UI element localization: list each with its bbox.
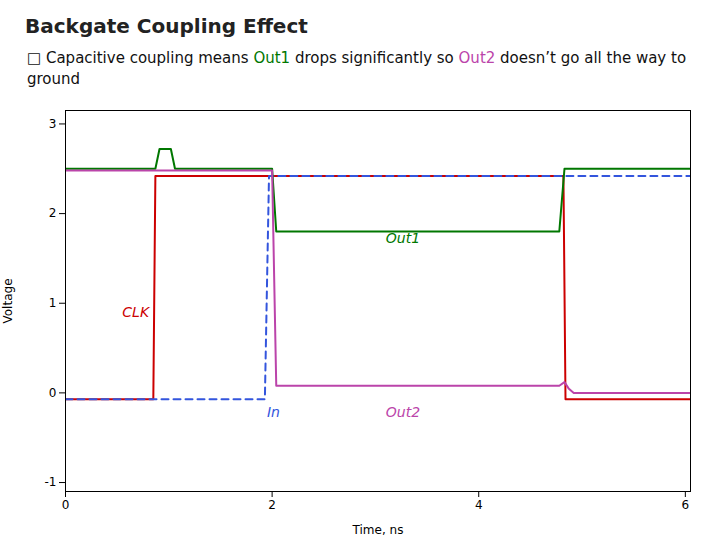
svg-text:CLK: CLK xyxy=(122,304,151,320)
svg-text:1: 1 xyxy=(49,296,57,310)
svg-text:Voltage: Voltage xyxy=(1,278,15,323)
svg-text:0: 0 xyxy=(62,498,70,512)
svg-text:Time, ns: Time, ns xyxy=(352,523,404,537)
svg-text:Out2: Out2 xyxy=(386,404,420,420)
svg-text:0: 0 xyxy=(49,386,57,400)
svg-text:4: 4 xyxy=(475,498,483,512)
svg-text:6: 6 xyxy=(682,498,690,512)
svg-text:3: 3 xyxy=(49,117,57,131)
svg-text:2: 2 xyxy=(268,498,276,512)
svg-text:-1: -1 xyxy=(45,475,57,489)
svg-text:2: 2 xyxy=(49,206,57,220)
svg-text:Out1: Out1 xyxy=(386,230,420,246)
html-text:Backgate Coupling Effect: Backgate Coupling Effect xyxy=(25,14,308,38)
html-text:□ Capacitive coupling means Ou: □ Capacitive coupling means Out1 drops s… xyxy=(27,49,687,88)
svg-text:In: In xyxy=(267,404,280,420)
